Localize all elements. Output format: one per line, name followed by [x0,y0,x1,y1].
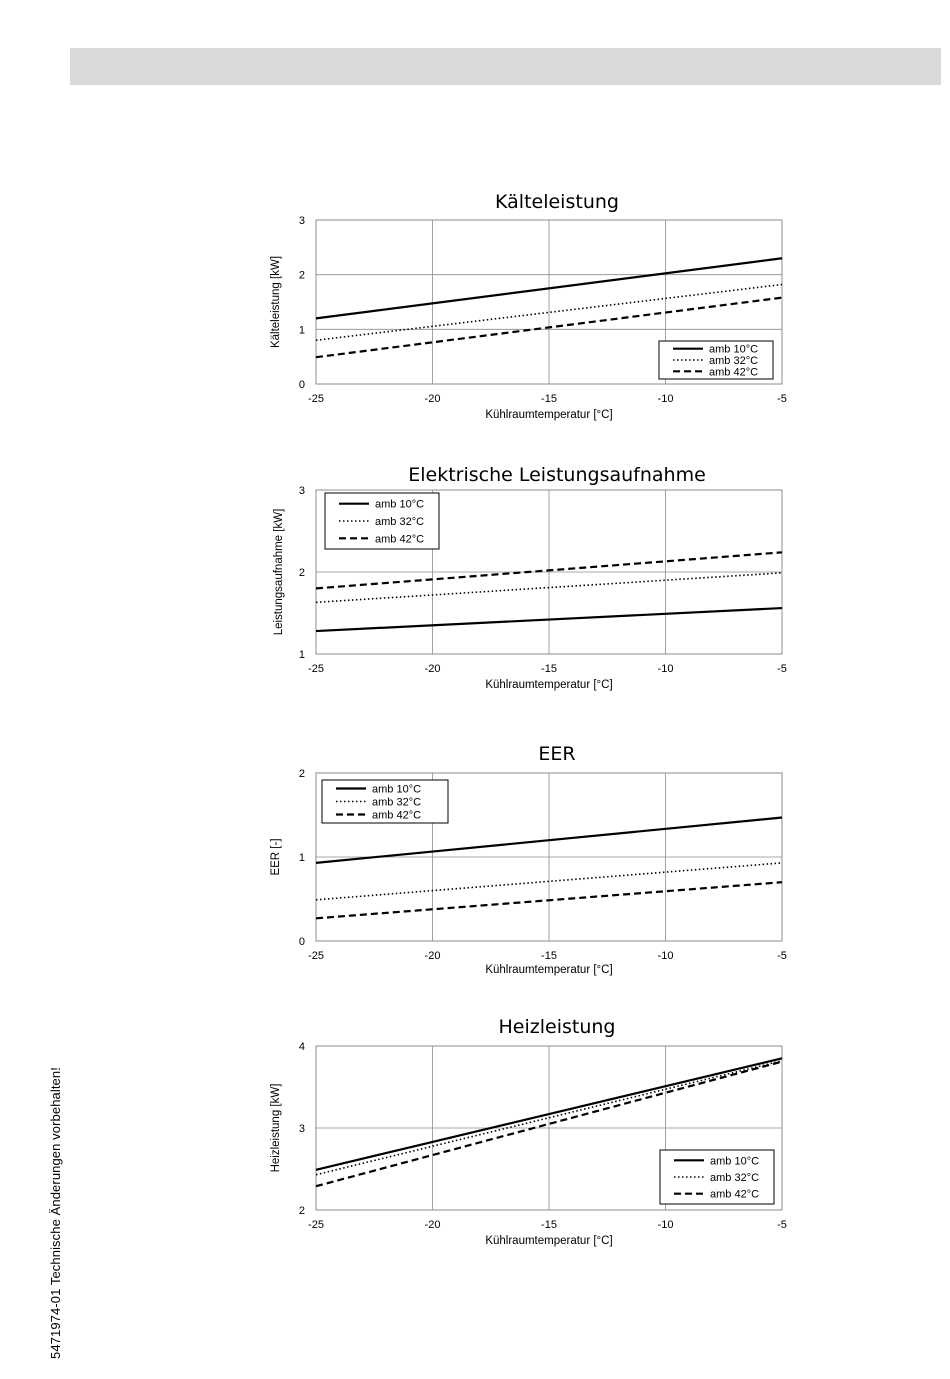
x-tick-label: -15 [541,1219,557,1231]
plot-area-frame [315,772,783,942]
series-line-solid [315,1057,783,1171]
legend-label: amb 10°C [710,1155,759,1167]
x-tick-label: -25 [308,950,324,962]
chart-title: Heizleistung [499,1016,616,1038]
series-line-solid [315,606,783,633]
x-axis-label: Kühlraumtemperatur [°C] [485,679,612,691]
x-tick-label: -25 [308,663,324,675]
series-line-dashed [315,296,783,359]
x-tick-label: -25 [308,1219,324,1231]
x-tick-label: -15 [541,950,557,962]
header-bar [70,48,941,85]
series-line-dashed [315,881,783,920]
series-line-solid [315,816,783,864]
y-tick-label: 3 [299,215,305,227]
legend-label: amb 42°C [709,366,758,378]
legend-label: amb 32°C [375,516,424,528]
legend: amb 10°C amb 32°C amb 42°C [324,492,440,550]
chart-title: Kälteleistung [495,191,619,213]
x-tick-label: -15 [541,663,557,675]
y-axis-label: Leistungsaufnahme [kW] [273,509,285,636]
y-tick-label: 4 [299,1041,305,1053]
chart-1: Kälteleistung -25 -20 -15 -10 -5 0 1 2 3 Kühlraumt… [270,191,787,421]
x-tick-label: -20 [425,950,441,962]
y-tick-label: 2 [299,270,305,282]
y-tick-label: 3 [299,485,305,497]
plot-area-frame [315,1045,783,1211]
chart-3: EER -25 -20 -15 -10 -5 0 1 2 Kühlraumtemperatur [… [270,743,787,976]
x-tick-label: -20 [425,393,441,405]
x-tick-label: -10 [658,393,674,405]
y-tick-label: 1 [299,324,305,336]
footer-note: 5471974-01 Technische Änderungen vorbeha… [48,1067,63,1359]
series-line-dashed [315,1060,783,1188]
x-tick-label: -15 [541,393,557,405]
series-line-dashed [315,551,783,590]
x-tick-label: -10 [658,663,674,675]
chart-title: EER [538,743,575,765]
x-tick-label: -5 [777,950,787,962]
y-tick-label: 0 [299,379,305,391]
y-tick-label: 1 [299,852,305,864]
y-axis-label: EER [-] [270,838,282,875]
legend-label: amb 32°C [709,355,758,367]
series-line-solid [315,257,783,320]
legend-label: amb 42°C [375,533,424,545]
x-tick-label: -5 [777,663,787,675]
y-tick-label: 2 [299,768,305,780]
plot-area-frame [315,219,783,385]
legend-label: amb 10°C [375,499,424,511]
legend-label: amb 10°C [709,344,758,356]
chart-title: Elektrische Leistungsaufnahme [408,464,706,486]
x-tick-label: -10 [658,1219,674,1231]
x-axis-label: Kühlraumtemperatur [°C] [485,964,612,976]
y-axis-label: Kälteleistung [kW] [270,256,282,348]
x-axis-label: Kühlraumtemperatur [°C] [485,1235,612,1247]
x-tick-label: -10 [658,950,674,962]
legend-label: amb 42°C [372,810,421,822]
legend-label: amb 42°C [710,1189,759,1201]
x-tick-label: -20 [425,663,441,675]
chart-4: Heizleistung -25 -20 -15 -10 -5 2 3 4 Kühlraumtem… [270,1016,787,1247]
chart-2: Elektrische Leistungsaufnahme -25 -20 -15 -1… [273,464,787,691]
legend-label: amb 32°C [372,797,421,809]
legend-box [321,779,449,824]
y-tick-label: 0 [299,936,305,948]
legend-label: amb 32°C [710,1172,759,1184]
x-axis-label: Kühlraumtemperatur [°C] [485,409,612,421]
legend: amb 10°C amb 32°C amb 42°C [659,1149,775,1205]
x-tick-label: -25 [308,393,324,405]
legend-label: amb 10°C [372,784,421,796]
y-axis-label: Heizleistung [kW] [270,1084,282,1173]
x-tick-label: -20 [425,1219,441,1231]
y-tick-label: 3 [299,1123,305,1135]
y-tick-label: 2 [299,567,305,579]
y-tick-label: 2 [299,1205,305,1217]
x-tick-label: -5 [777,393,787,405]
series-line-dotted [315,572,783,604]
plot-area-frame [315,489,783,655]
y-tick-label: 1 [299,649,305,661]
x-tick-label: -5 [777,1219,787,1231]
